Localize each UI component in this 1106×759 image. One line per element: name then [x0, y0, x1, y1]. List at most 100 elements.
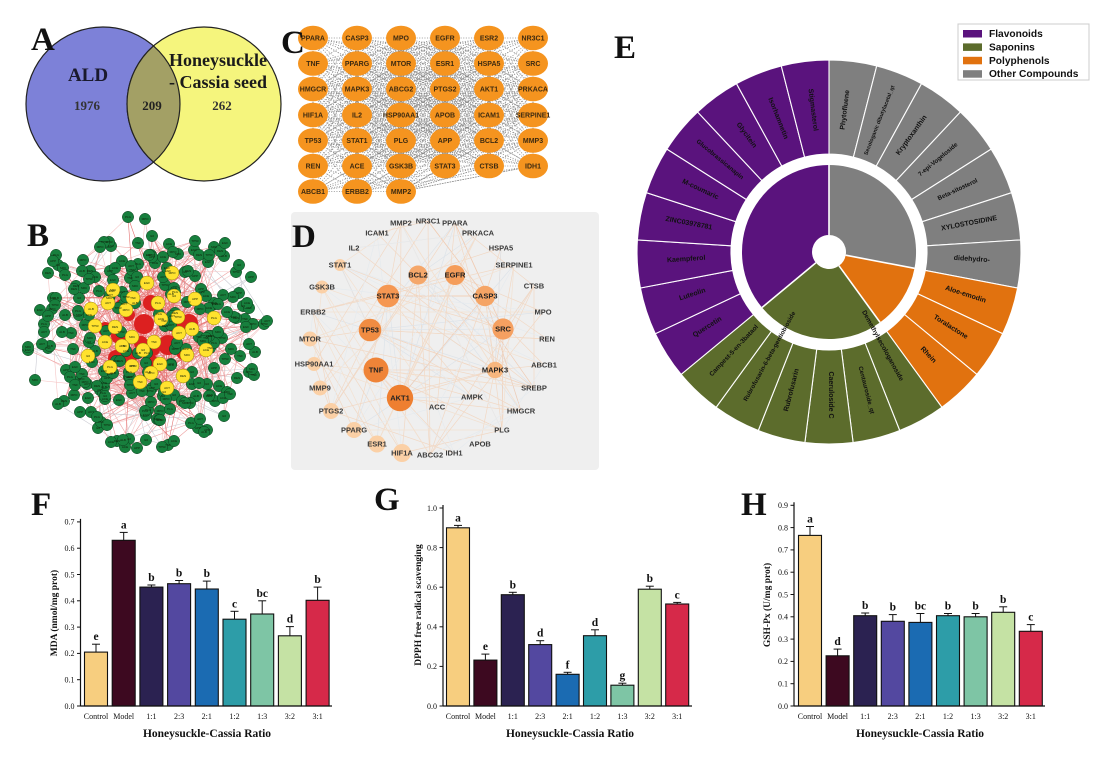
svg-text:PLG: PLG: [144, 351, 151, 355]
svg-text:ALB: ALB: [55, 402, 61, 406]
svg-text:0.0: 0.0: [65, 702, 75, 711]
svg-text:IL6: IL6: [144, 361, 149, 365]
svg-text:IL6: IL6: [77, 296, 82, 300]
svg-text:MMP2: MMP2: [391, 189, 411, 196]
svg-text:1:1: 1:1: [146, 712, 156, 721]
svg-text:ACE: ACE: [122, 445, 128, 449]
svg-text:EGF: EGF: [205, 260, 211, 264]
svg-text:SRC: SRC: [175, 252, 182, 256]
svg-text:SRC: SRC: [60, 266, 67, 270]
svg-text:D: D: [292, 219, 316, 255]
svg-text:SRC: SRC: [200, 339, 207, 343]
svg-text:HIF1A: HIF1A: [391, 449, 413, 458]
svg-text:GSK3B: GSK3B: [309, 283, 335, 292]
svg-text:REN: REN: [45, 271, 51, 275]
svg-text:HSP90AA1: HSP90AA1: [295, 360, 334, 369]
svg-text:IL6: IL6: [172, 294, 177, 298]
svg-text:AKT: AKT: [126, 375, 132, 379]
svg-text:HSPA5: HSPA5: [478, 61, 501, 68]
svg-text:Control: Control: [798, 712, 823, 721]
svg-text:ALB: ALB: [47, 344, 53, 348]
svg-text:APP: APP: [129, 364, 135, 368]
svg-text:AKT: AKT: [128, 264, 134, 268]
svg-text:0.0: 0.0: [778, 702, 788, 711]
svg-text:IL6: IL6: [190, 370, 195, 374]
svg-text:d: d: [287, 614, 294, 626]
svg-text:TNF: TNF: [130, 296, 136, 300]
svg-text:SRC: SRC: [249, 367, 256, 371]
svg-text:ALB: ALB: [168, 363, 174, 367]
svg-text:IL6: IL6: [161, 394, 166, 398]
svg-text:1976: 1976: [74, 98, 101, 113]
svg-text:A: A: [31, 22, 55, 58]
svg-text:262: 262: [212, 98, 232, 113]
svg-text:HMGCR: HMGCR: [507, 407, 536, 416]
svg-text:TNF: TNF: [246, 306, 252, 310]
svg-text:ACE: ACE: [158, 317, 164, 321]
svg-text:PRKACA: PRKACA: [518, 86, 548, 93]
svg-text:PLG: PLG: [394, 138, 409, 145]
svg-text:BCL2: BCL2: [480, 138, 498, 145]
svg-text:3:2: 3:2: [998, 712, 1008, 721]
svg-text:APP: APP: [45, 314, 51, 318]
svg-text:EGF: EGF: [222, 241, 228, 245]
svg-text:SRC: SRC: [526, 61, 541, 68]
svg-text:REN: REN: [207, 393, 213, 397]
svg-text:GSK3B: GSK3B: [389, 163, 413, 170]
svg-text:ACE: ACE: [171, 439, 177, 443]
svg-text:REN: REN: [94, 384, 100, 388]
svg-text:EGF: EGF: [189, 382, 195, 386]
svg-text:AKT: AKT: [264, 319, 270, 323]
svg-text:ACE: ACE: [102, 340, 108, 344]
svg-text:SRC: SRC: [154, 417, 161, 421]
svg-text:PLG: PLG: [41, 322, 48, 326]
svg-text:SRC: SRC: [113, 359, 120, 363]
svg-text:HIF1A: HIF1A: [303, 112, 323, 119]
svg-text:TNF: TNF: [165, 443, 171, 447]
svg-text:TNF: TNF: [45, 346, 51, 350]
svg-text:TP53: TP53: [361, 326, 379, 335]
svg-text:HSP90AA1: HSP90AA1: [383, 112, 419, 119]
svg-text:EGF: EGF: [110, 278, 116, 282]
svg-text:APP: APP: [149, 255, 155, 259]
svg-text:EGFR: EGFR: [445, 271, 466, 280]
svg-text:ALB: ALB: [145, 370, 151, 374]
svg-text:ALB: ALB: [59, 330, 65, 334]
svg-text:IL6: IL6: [183, 270, 188, 274]
svg-text:SRC: SRC: [76, 313, 83, 317]
svg-text:2:1: 2:1: [562, 712, 572, 721]
svg-text:3:2: 3:2: [285, 712, 295, 721]
svg-text:MPO: MPO: [169, 271, 177, 275]
svg-text:0.6: 0.6: [427, 583, 437, 592]
svg-text:ALB: ALB: [119, 344, 125, 348]
svg-text:APOB: APOB: [469, 440, 491, 449]
svg-text:EGF: EGF: [144, 281, 150, 285]
svg-text:ACE: ACE: [166, 242, 172, 246]
svg-text:TP53: TP53: [174, 315, 182, 319]
svg-text:SRC: SRC: [132, 284, 139, 288]
svg-text:TNF: TNF: [196, 335, 202, 339]
svg-text:3:1: 3:1: [312, 712, 322, 721]
svg-text:IL6: IL6: [150, 234, 155, 238]
svg-text:a: a: [455, 512, 461, 524]
svg-text:IL6: IL6: [237, 263, 242, 267]
svg-text:ACE: ACE: [86, 313, 92, 317]
svg-text:ALB: ALB: [79, 269, 85, 273]
svg-text:IL6: IL6: [162, 390, 167, 394]
svg-text:REN: REN: [208, 334, 214, 338]
svg-text:Flavonoids: Flavonoids: [989, 29, 1043, 40]
svg-text:APP: APP: [107, 269, 113, 273]
svg-text:TP53: TP53: [51, 303, 59, 307]
svg-text:ABCG2: ABCG2: [389, 86, 414, 93]
svg-text:APP: APP: [77, 410, 83, 414]
svg-text:EGF: EGF: [85, 396, 91, 400]
svg-text:MPO: MPO: [71, 393, 79, 397]
svg-text:ACE: ACE: [206, 306, 212, 310]
svg-text:Control: Control: [446, 712, 471, 721]
svg-text:MPO: MPO: [157, 409, 165, 413]
svg-text:ACE: ACE: [102, 397, 108, 401]
svg-text:APP: APP: [199, 290, 205, 294]
svg-text:ALB: ALB: [135, 351, 141, 355]
svg-text:SRC: SRC: [215, 330, 222, 334]
svg-text:didehydro-: didehydro-: [954, 255, 991, 264]
